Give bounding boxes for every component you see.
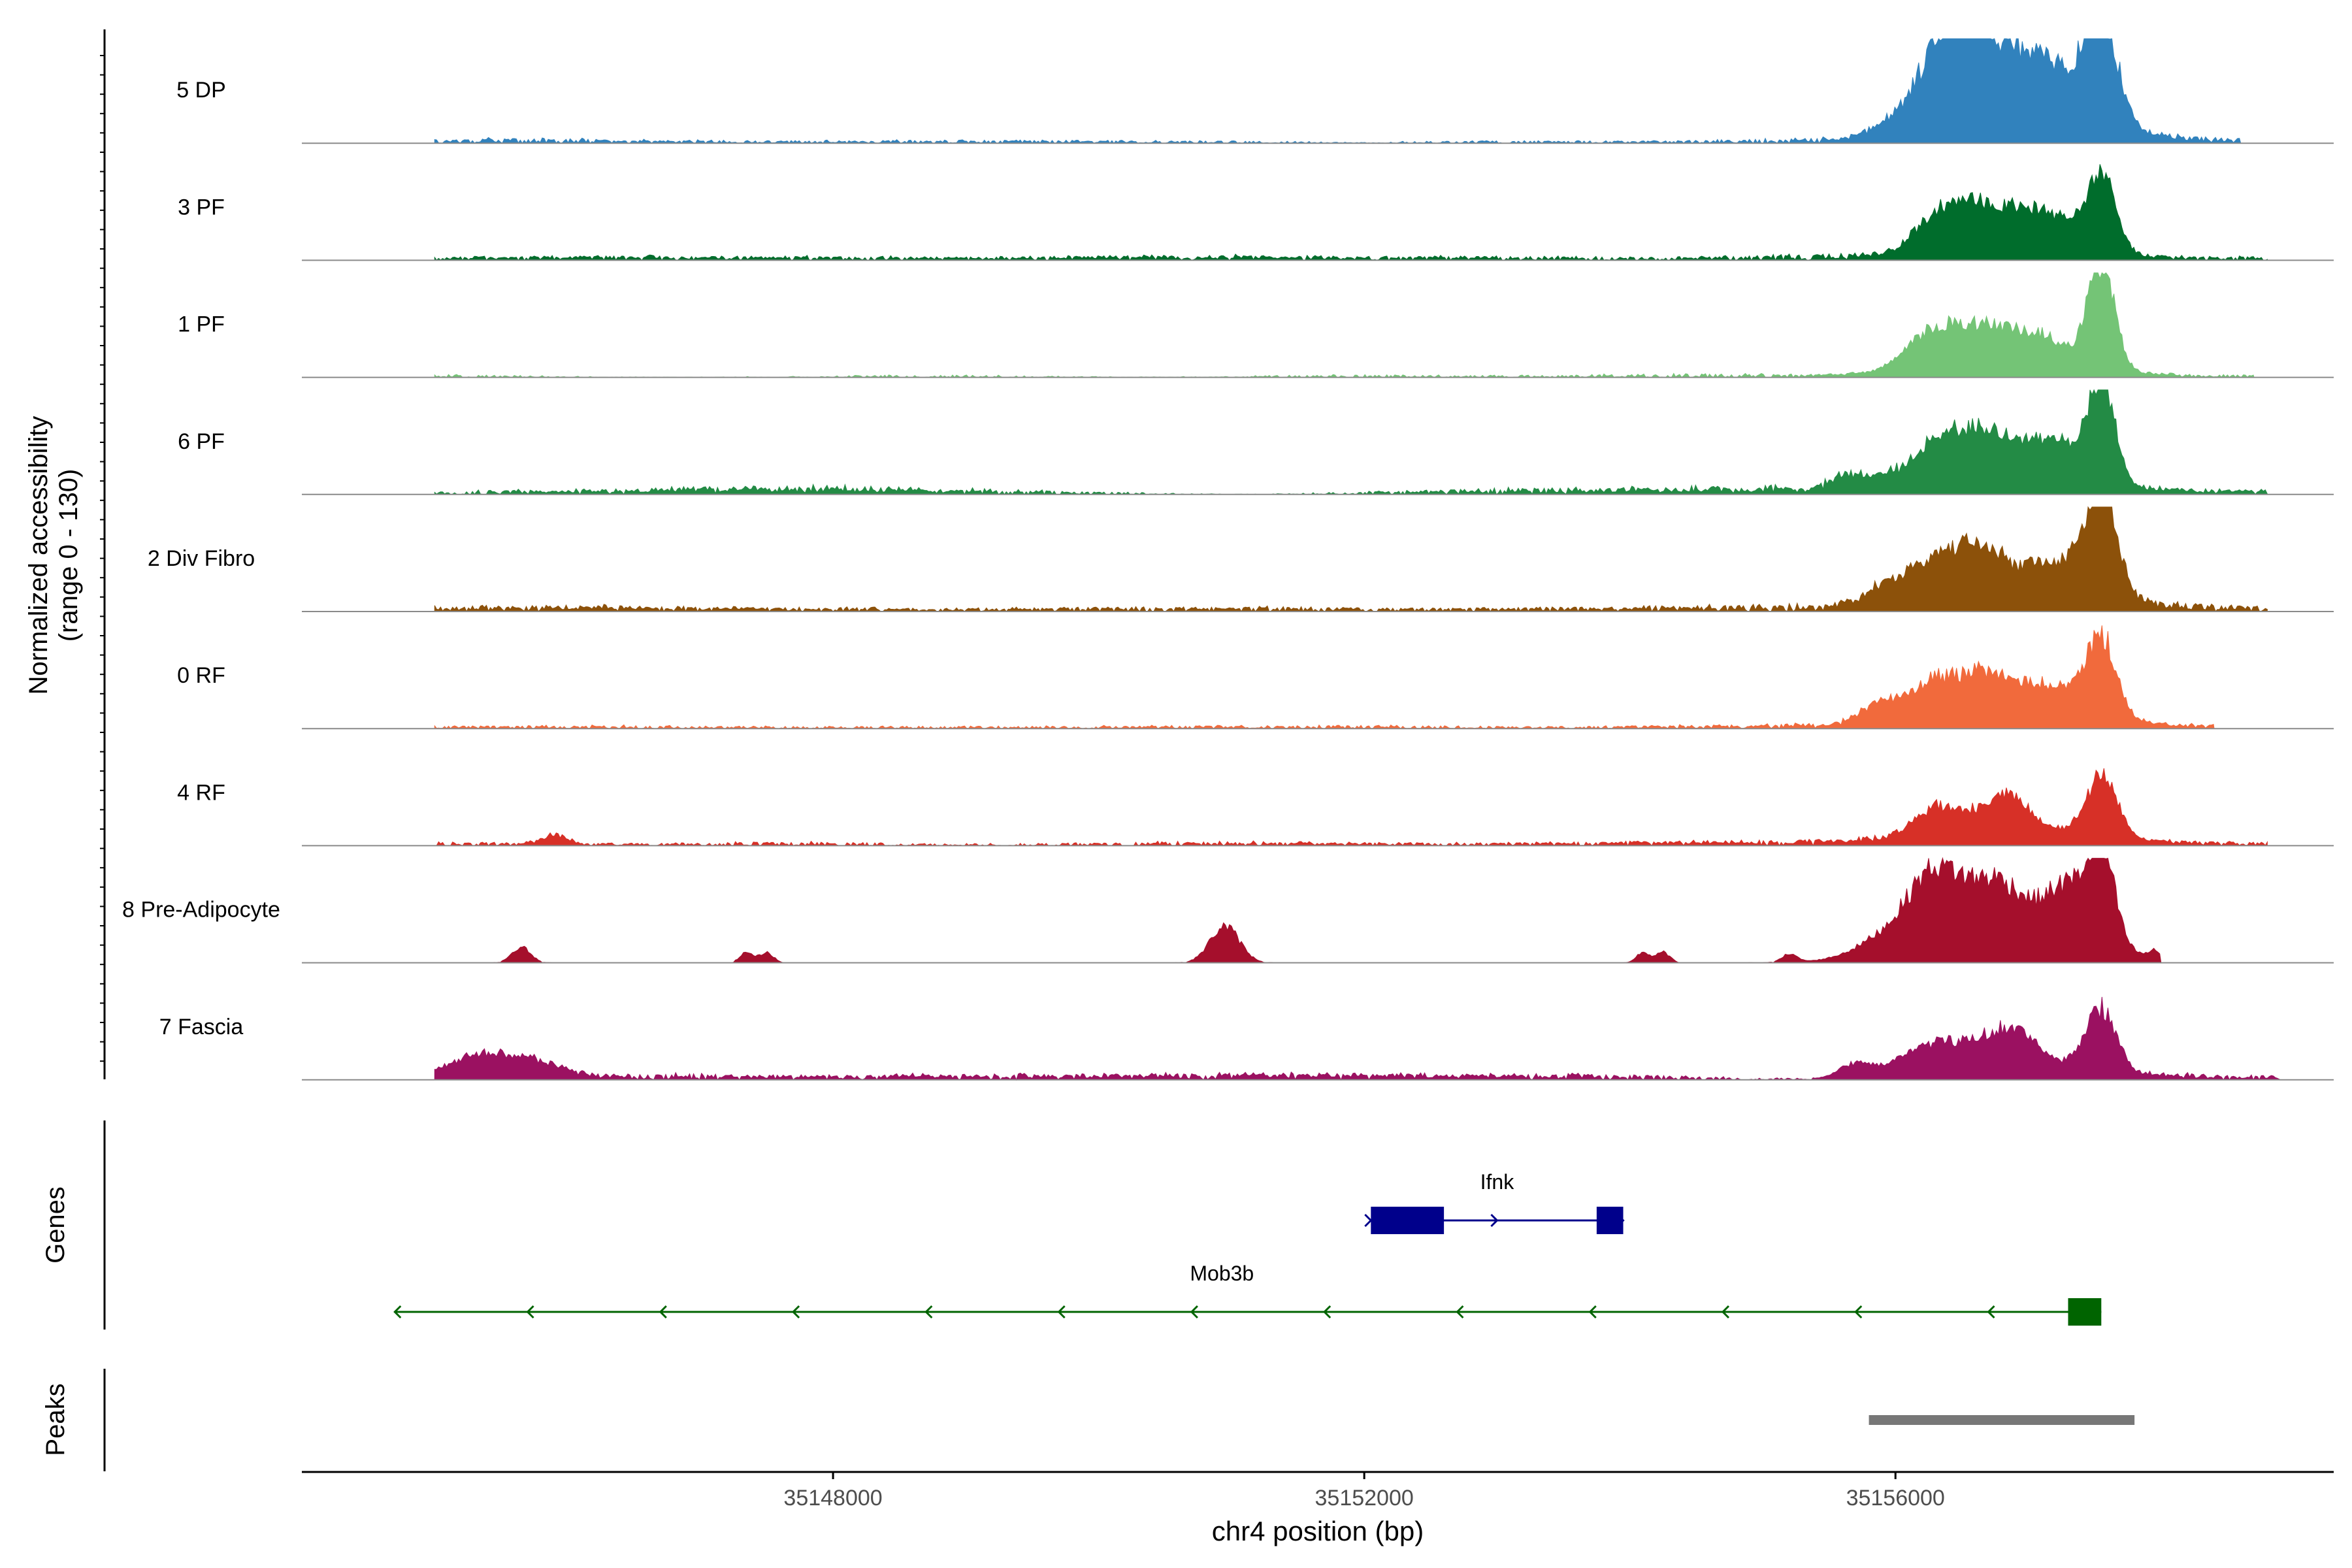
strand-arrow <box>924 1305 933 1319</box>
x-tick-label: 35156000 <box>1846 1486 1945 1511</box>
x-tick-label: 35148000 <box>783 1486 882 1511</box>
strand-arrow <box>1190 1305 1198 1319</box>
strand-arrow <box>1490 1213 1499 1228</box>
track-4-rf: 4 RF <box>177 768 2334 847</box>
strand-arrow <box>1057 1305 1066 1319</box>
strand-arrow <box>1456 1305 1464 1319</box>
track-1-pf: 1 PF <box>178 272 2334 378</box>
gene-exon <box>1596 1207 1624 1234</box>
track-label: 0 RF <box>177 663 225 688</box>
gene-exon <box>1371 1207 1445 1234</box>
coverage-area <box>434 506 2268 613</box>
strand-arrow <box>526 1305 534 1319</box>
gene-ifnk: Ifnk <box>1364 1170 1625 1234</box>
peak-regions <box>1869 1415 2135 1425</box>
coverage-area <box>434 996 2281 1081</box>
track-label: 2 Div Fibro <box>148 546 255 571</box>
track-0-rf: 0 RF <box>177 625 2334 730</box>
peak-region <box>1869 1415 2135 1425</box>
track-5-dp: 5 DP <box>176 38 2334 144</box>
coverage-area <box>434 272 2255 378</box>
coverage-area <box>434 38 2242 144</box>
coverage-area <box>434 625 2215 730</box>
peaks-panel-label: Peaks <box>41 1383 70 1456</box>
y-axis-range-label: (range 0 - 130) <box>54 469 83 642</box>
strand-arrow <box>659 1305 667 1319</box>
coverage-tracks: 5 DP 3 PF 1 PF 6 PF 2 Div Fibro 0 RF 4 RF 8 Pre… <box>122 38 2334 1081</box>
x-axis-ticks: 35148000 35152000 35156000 <box>783 1472 1945 1511</box>
track-2-div-fibro: 2 Div Fibro <box>148 506 2334 613</box>
x-tick-label: 35152000 <box>1315 1486 1414 1511</box>
coverage-area <box>434 389 2268 495</box>
track-6-pf: 6 PF <box>178 389 2334 495</box>
track-label: 7 Fascia <box>159 1015 244 1039</box>
strand-arrow <box>393 1305 402 1319</box>
y-axis-label: Normalized accessibility <box>24 416 53 695</box>
track-label: 3 PF <box>178 195 225 220</box>
gene-label: Mob3b <box>1190 1262 1254 1285</box>
coverage-area <box>434 164 2268 261</box>
coverage-area <box>434 768 2268 847</box>
track-label: 6 PF <box>178 429 225 454</box>
strand-arrow <box>1854 1305 1863 1319</box>
track-label: 4 RF <box>177 780 225 805</box>
gene-label: Ifnk <box>1480 1170 1515 1194</box>
track-label: 1 PF <box>178 312 225 337</box>
y-axis-ticks <box>100 55 105 1062</box>
x-axis-label: chr4 position (bp) <box>1212 1516 1424 1546</box>
strand-arrow <box>1364 1213 1373 1228</box>
gene-mob3b: Mob3b <box>393 1262 2102 1326</box>
track-7-fascia: 7 Fascia <box>159 996 2334 1081</box>
strand-arrow <box>1323 1305 1331 1319</box>
track-3-pf: 3 PF <box>178 164 2334 261</box>
gene-annotations: Ifnk Mob3b <box>393 1170 2102 1326</box>
track-label: 5 DP <box>176 78 226 103</box>
strand-arrow <box>1987 1305 1995 1319</box>
track-8-pre-adipocyte: 8 Pre-Adipocyte <box>122 857 2334 964</box>
strand-arrow <box>1721 1305 1730 1319</box>
gene-exon <box>2068 1298 2102 1326</box>
track-label: 8 Pre-Adipocyte <box>122 898 280 923</box>
coverage-area <box>434 857 2162 964</box>
strand-arrow <box>1588 1305 1597 1319</box>
genes-panel-label: Genes <box>41 1186 70 1264</box>
strand-arrow <box>791 1305 800 1319</box>
